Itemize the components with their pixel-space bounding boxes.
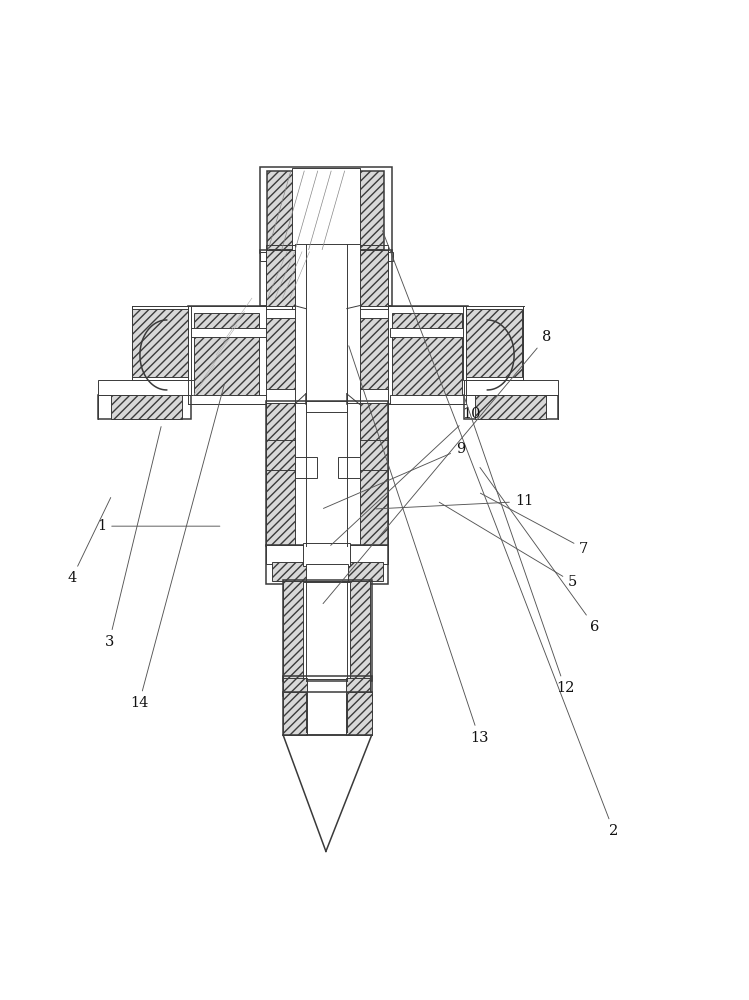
Bar	[187, 395, 266, 404]
Bar	[346, 692, 372, 735]
Bar	[98, 395, 191, 419]
Bar	[346, 581, 370, 679]
Bar	[360, 318, 388, 389]
Bar	[266, 245, 388, 309]
Bar	[306, 564, 348, 581]
Bar	[338, 457, 360, 478]
Text: 14: 14	[130, 383, 225, 710]
Bar	[266, 250, 294, 306]
Bar	[187, 328, 266, 337]
Bar	[306, 401, 347, 412]
Bar	[260, 250, 392, 306]
Text: 3: 3	[104, 427, 161, 649]
Bar	[390, 328, 468, 337]
Bar	[292, 245, 360, 309]
Text: 11: 11	[376, 494, 533, 509]
Bar	[283, 678, 307, 694]
Bar	[303, 543, 350, 566]
Bar	[283, 692, 372, 735]
Bar	[266, 545, 388, 564]
Text: 13: 13	[349, 346, 488, 745]
Bar	[390, 395, 468, 404]
Bar	[260, 252, 282, 261]
Text: 6: 6	[480, 467, 600, 634]
Bar	[98, 380, 191, 395]
Bar	[283, 692, 307, 735]
Bar	[346, 678, 370, 694]
Bar	[303, 582, 350, 679]
Bar	[112, 395, 182, 419]
Text: 12: 12	[464, 398, 574, 695]
Text: 4: 4	[67, 498, 111, 585]
Bar	[464, 395, 558, 419]
Bar	[132, 309, 187, 377]
Text: 10: 10	[330, 407, 481, 545]
Bar	[266, 306, 388, 404]
Bar	[260, 167, 392, 253]
Bar	[132, 306, 191, 380]
Bar	[355, 252, 385, 300]
Bar	[371, 252, 393, 261]
Bar	[294, 457, 317, 478]
Bar	[358, 403, 388, 545]
Bar	[266, 403, 296, 545]
Bar	[464, 380, 558, 395]
Bar	[466, 309, 522, 377]
Bar	[360, 250, 388, 306]
Bar	[266, 318, 294, 389]
Bar	[292, 168, 360, 252]
Bar	[193, 313, 259, 397]
Text: 5: 5	[439, 502, 577, 589]
Text: 2: 2	[383, 231, 619, 838]
Text: 1: 1	[97, 519, 220, 533]
Bar	[475, 395, 546, 419]
Bar	[283, 581, 307, 679]
Text: 9: 9	[324, 442, 465, 508]
Text: 8: 8	[323, 330, 551, 604]
Bar	[272, 562, 383, 581]
Bar	[463, 306, 523, 380]
Text: 7: 7	[480, 493, 589, 556]
Bar	[187, 306, 468, 404]
Bar	[266, 545, 388, 584]
Bar	[392, 313, 462, 397]
Bar	[283, 676, 372, 696]
Bar	[283, 580, 372, 681]
Bar	[267, 171, 384, 250]
Bar	[266, 401, 388, 546]
Bar	[294, 403, 360, 545]
Bar	[267, 252, 297, 300]
Bar	[294, 244, 360, 404]
